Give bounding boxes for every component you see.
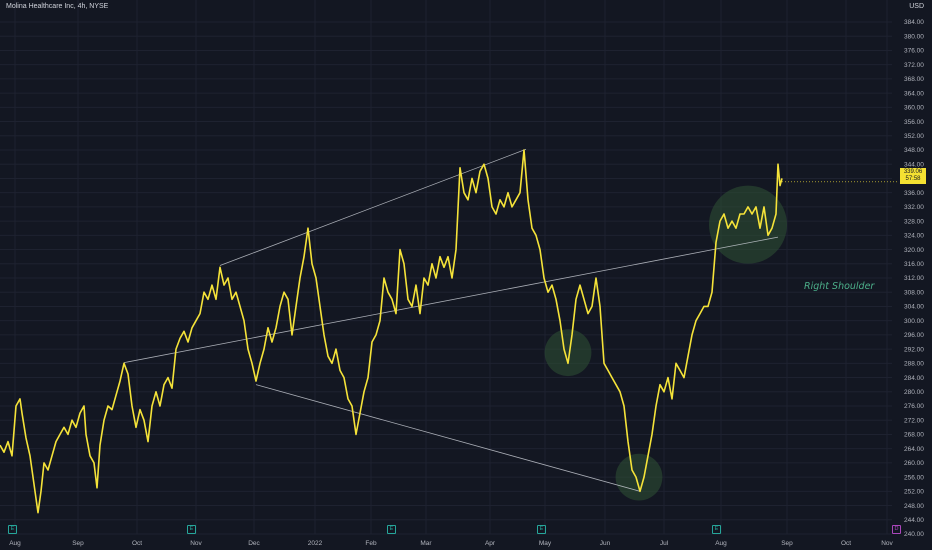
y-tick-label: 312.00: [904, 275, 924, 282]
y-tick-label: 240.00: [904, 531, 924, 538]
y-tick-label: 328.00: [904, 218, 924, 225]
y-tick-label: 356.00: [904, 119, 924, 126]
right-shoulder-circle: [709, 185, 787, 264]
y-tick-label: 300.00: [904, 318, 924, 325]
y-tick-label: 360.00: [904, 105, 924, 112]
y-tick-label: 272.00: [904, 417, 924, 424]
price-series: [0, 149, 898, 514]
y-tick-label: 324.00: [904, 233, 924, 240]
y-tick-label: 280.00: [904, 389, 924, 396]
last-price: 339.06: [903, 169, 923, 175]
last-price-tag: 339.06 57:58: [900, 168, 926, 184]
y-tick-label: 368.00: [904, 76, 924, 83]
x-tick-label: Oct: [841, 540, 851, 547]
left-shoulder-circle: [544, 329, 592, 377]
y-tick-label: 304.00: [904, 304, 924, 311]
y-tick-label: 264.00: [904, 446, 924, 453]
x-tick-label: Oct: [132, 540, 142, 547]
y-tick-label: 332.00: [904, 204, 924, 211]
y-tick-label: 292.00: [904, 346, 924, 353]
x-tick-label: Nov: [881, 540, 893, 547]
y-tick-label: 256.00: [904, 474, 924, 481]
x-tick-label: Nov: [190, 540, 202, 547]
price-line: [0, 149, 783, 514]
earnings-marker-icon[interactable]: E: [387, 525, 396, 534]
bar-countdown: 57:58: [905, 176, 921, 182]
y-tick-label: 352.00: [904, 133, 924, 140]
y-tick-label: 344.00: [904, 161, 924, 168]
x-axis: Aug Sep Oct Nov Dec 2022 Feb Mar Apr May Jun Jul Aug…: [9, 540, 893, 547]
y-tick-label: 384.00: [904, 19, 924, 26]
currency-label: USD: [909, 3, 924, 10]
y-tick-label: 248.00: [904, 503, 924, 510]
y-tick-label: 372.00: [904, 62, 924, 69]
x-tick-label: Dec: [248, 540, 260, 547]
earnings-marker-icon[interactable]: E: [712, 525, 721, 534]
x-tick-label: May: [539, 540, 552, 547]
x-tick-label: Jul: [660, 540, 669, 547]
x-tick-label: Apr: [485, 540, 496, 547]
y-tick-label: 336.00: [904, 190, 924, 197]
x-tick-label: Sep: [72, 540, 84, 547]
y-tick-label: 364.00: [904, 90, 924, 97]
x-tick-label: Sep: [781, 540, 793, 547]
earnings-marker-icon[interactable]: E: [8, 525, 17, 534]
lower-channel-trendline: [255, 384, 641, 492]
y-axis: 384.00 380.00 376.00 372.00 368.00 364.00 360.…: [904, 19, 924, 538]
pattern-highlights: [544, 185, 787, 501]
y-tick-label: 284.00: [904, 375, 924, 382]
neckline-trendline: [123, 236, 779, 364]
y-tick-label: 348.00: [904, 147, 924, 154]
x-tick-label: Jun: [600, 540, 611, 547]
y-tick-label: 276.00: [904, 403, 924, 410]
y-tick-label: 296.00: [904, 332, 924, 339]
right-shoulder-annotation: Right Shoulder: [804, 281, 875, 292]
y-tick-label: 380.00: [904, 33, 924, 40]
x-tick-label: 2022: [308, 540, 323, 547]
y-tick-label: 252.00: [904, 489, 924, 496]
y-tick-label: 316.00: [904, 261, 924, 268]
y-tick-label: 244.00: [904, 517, 924, 524]
upper-channel-trendline: [219, 148, 527, 266]
chart-grid: [0, 0, 892, 535]
earnings-marker-icon[interactable]: D: [892, 525, 901, 534]
y-tick-label: 320.00: [904, 247, 924, 254]
earnings-marker-icon[interactable]: E: [537, 525, 546, 534]
y-tick-label: 288.00: [904, 361, 924, 368]
head-circle: [615, 453, 663, 501]
y-tick-label: 260.00: [904, 460, 924, 467]
trendlines: [123, 148, 779, 492]
x-tick-label: Mar: [420, 540, 432, 547]
chart-title: Molina Healthcare Inc, 4h, NYSE: [6, 3, 109, 10]
y-tick-label: 376.00: [904, 48, 924, 55]
earnings-marker-icon[interactable]: E: [187, 525, 196, 534]
y-tick-label: 308.00: [904, 289, 924, 296]
y-tick-label: 268.00: [904, 432, 924, 439]
x-tick-label: Aug: [9, 540, 21, 547]
x-tick-label: Feb: [365, 540, 377, 547]
x-tick-label: Aug: [715, 540, 727, 547]
